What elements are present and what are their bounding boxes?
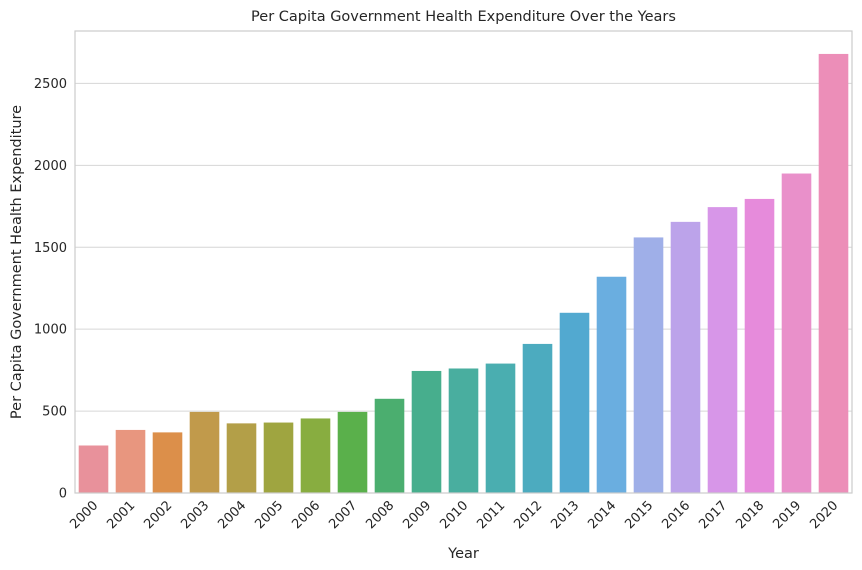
bar-2016 — [670, 221, 701, 494]
y-tick-label: 1500 — [34, 241, 67, 256]
bar-2015 — [633, 237, 664, 493]
y-tick-label: 500 — [42, 405, 67, 420]
bar-2010 — [448, 368, 479, 493]
x-tick-label: 2019 — [770, 498, 804, 532]
x-tick-label: 2018 — [733, 498, 767, 532]
x-tick-label: 2008 — [363, 498, 397, 532]
bar-2020 — [818, 53, 849, 494]
bar-2017 — [707, 207, 738, 494]
bar-2005 — [263, 422, 294, 493]
chart-title: Per Capita Government Health Expenditure… — [251, 9, 676, 25]
x-tick-label: 2017 — [696, 498, 730, 532]
y-tick-label: 1000 — [34, 323, 67, 338]
plot-frame — [74, 30, 853, 494]
y-axis-title: Per Capita Government Health Expenditure — [9, 105, 25, 419]
y-tick-labels: 0 500 1000 1500 2000 2500 — [34, 77, 67, 502]
x-tick-label: 2006 — [289, 498, 323, 532]
x-tick-label: 2015 — [622, 498, 656, 532]
x-tick-label: 2002 — [141, 498, 175, 532]
x-tick-labels: 2000 2001 2002 2003 2004 2005 2006 2007 2008 2009… — [67, 498, 841, 532]
x-tick-label: 2014 — [585, 498, 619, 532]
x-tick-label: 2020 — [807, 498, 841, 532]
bar-2002 — [152, 432, 183, 493]
y-tick-label: 2500 — [34, 77, 67, 92]
x-tick-label: 2000 — [67, 498, 101, 532]
x-tick-label: 2009 — [400, 498, 434, 532]
bar-2009 — [411, 370, 442, 493]
x-tick-label: 2007 — [326, 498, 360, 532]
bar-2003 — [189, 411, 220, 493]
bar-2011 — [485, 363, 516, 493]
x-tick-label: 2003 — [178, 498, 212, 532]
x-tick-label: 2016 — [659, 498, 693, 532]
bar-2019 — [781, 173, 812, 493]
x-tick-label: 2005 — [252, 498, 286, 532]
x-tick-label: 2012 — [511, 498, 545, 532]
bar-2004 — [226, 423, 257, 493]
bar-2014 — [596, 276, 627, 493]
bar-2012 — [522, 343, 553, 493]
bar-2018 — [744, 198, 775, 493]
bar-2001 — [115, 429, 146, 493]
bar-2000 — [78, 445, 109, 493]
bar-2006 — [300, 418, 331, 493]
y-tick-label: 0 — [59, 487, 67, 502]
x-axis-title: Year — [447, 546, 479, 562]
bar-2008 — [374, 398, 405, 493]
x-tick-label: 2004 — [215, 498, 249, 532]
x-tick-label: 2013 — [548, 498, 582, 532]
bars — [78, 53, 849, 494]
bar-2007 — [337, 411, 368, 493]
x-tick-label: 2001 — [104, 498, 138, 532]
x-tick-label: 2010 — [437, 498, 471, 532]
y-tick-label: 2000 — [34, 159, 67, 174]
bar-2013 — [559, 312, 590, 493]
x-tick-label: 2011 — [474, 498, 508, 532]
